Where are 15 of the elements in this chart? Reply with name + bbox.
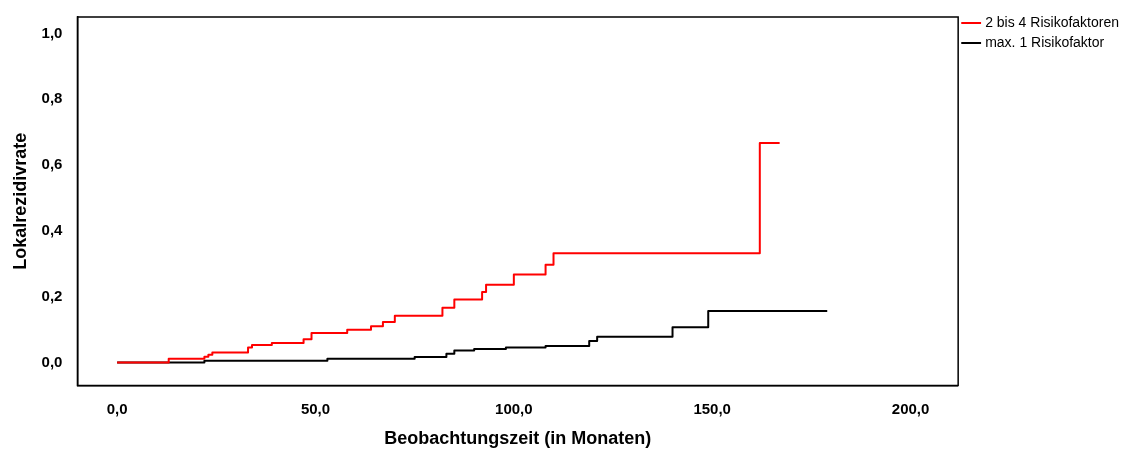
y-tick-label: 1,0 [41, 23, 63, 41]
y-tick-label: 0,8 [41, 89, 63, 107]
x-tick-label: 100,0 [495, 399, 533, 417]
y-tick-label: 0,2 [41, 286, 63, 304]
y-axis-title: Lokalrezidivrate [9, 132, 30, 270]
x-tick-label: 200,0 [891, 399, 930, 417]
y-tick-label: 0,0 [41, 352, 63, 370]
legend-label: max. 1 Risikofaktor [985, 33, 1105, 50]
legend-label: 2 bis 4 Risikofaktoren [985, 13, 1119, 30]
x-tick-label: 150,0 [693, 399, 731, 417]
x-tick-label: 50,0 [300, 399, 331, 417]
y-tick-label: 0,4 [41, 220, 64, 238]
x-tick-label: 0,0 [106, 399, 128, 417]
x-axis-title: Beobachtungszeit (in Monaten) [384, 428, 652, 449]
y-tick-label: 0,6 [41, 155, 63, 173]
